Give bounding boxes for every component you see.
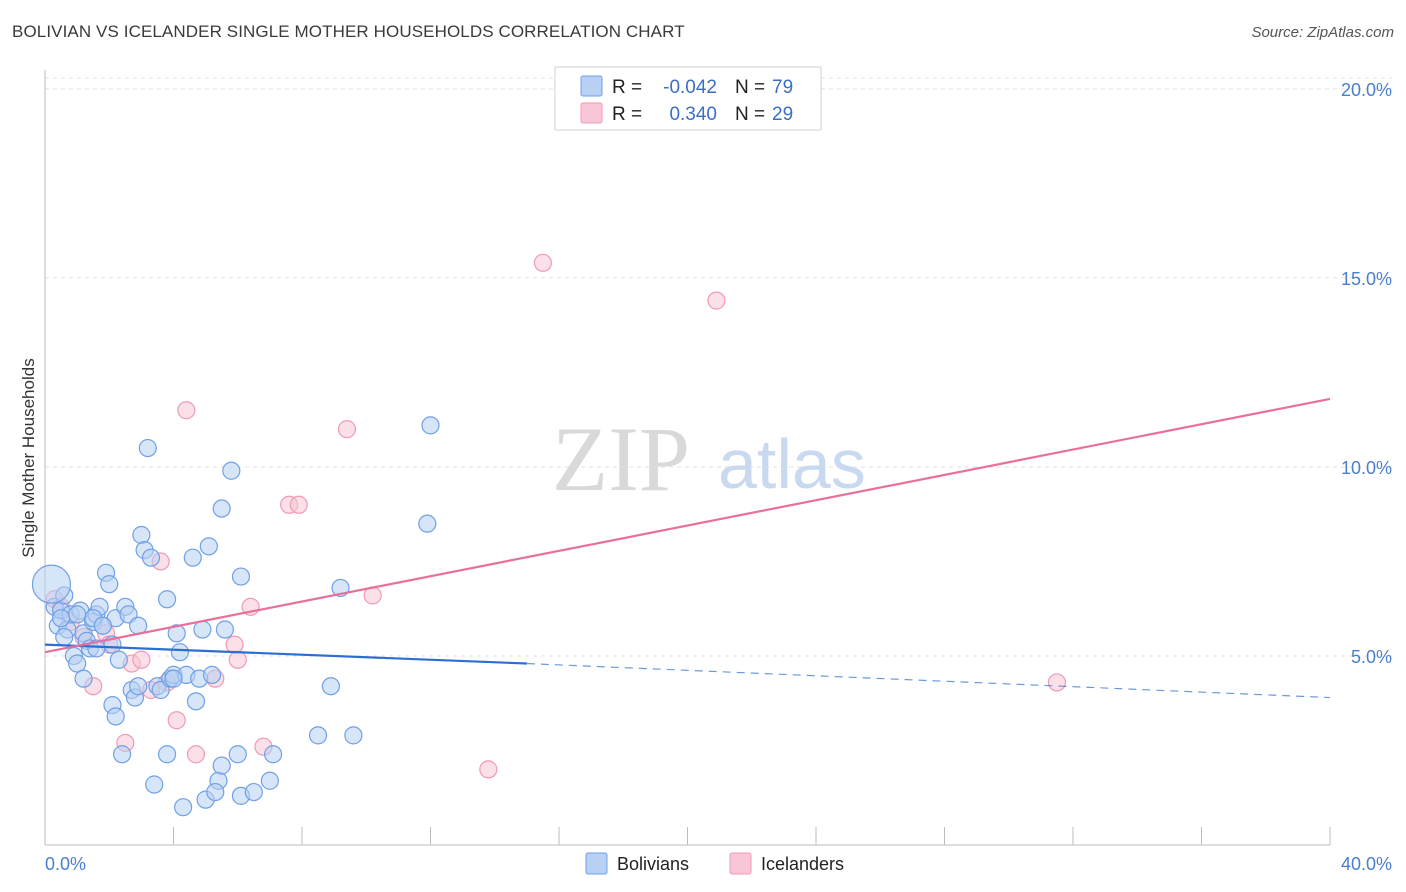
point-bolivians <box>321 677 341 696</box>
point-bolivians <box>100 575 119 594</box>
y-tick-labels: 5.0% 10.0% 15.0% 20.0% <box>1341 80 1392 667</box>
y-tick-label: 15.0% <box>1341 269 1392 289</box>
point-bolivians <box>344 726 363 745</box>
legend-r-value-icelanders: 0.340 <box>669 104 717 125</box>
point-bolivians <box>199 537 218 556</box>
point-bolivians <box>74 669 93 688</box>
bottom-legend-swatch-icelanders <box>729 852 752 875</box>
y-axis-title: Single Mother Households <box>19 358 38 557</box>
trend-line-bolivians <box>44 643 527 665</box>
point-icelanders <box>225 635 244 654</box>
point-bolivians <box>129 677 148 696</box>
point-icelanders <box>337 420 357 439</box>
point-bolivians <box>112 745 132 764</box>
stats-legend: R = -0.042 N = 79 R = 0.340 N = 29 <box>554 66 822 131</box>
bottom-legend-swatch-bolivians <box>585 852 608 875</box>
point-bolivians <box>87 639 106 658</box>
point-bolivians <box>212 756 231 775</box>
point-bolivians <box>106 707 125 726</box>
point-bolivians <box>263 745 283 764</box>
watermark-atlas: atlas <box>718 425 866 503</box>
y-tick-label: 5.0% <box>1351 647 1392 667</box>
point-bolivians <box>93 616 112 635</box>
trend-line-icelanders <box>44 397 1331 654</box>
legend-n-value-bolivians: 79 <box>772 77 793 98</box>
point-bolivians <box>206 782 225 802</box>
point-bolivians <box>167 624 186 643</box>
point-bolivians <box>222 461 241 480</box>
legend-n-label-bolivians: N = <box>735 77 765 98</box>
series-bolivians <box>31 416 440 817</box>
bottom-legend-label-bolivians: Bolivians <box>617 854 689 874</box>
point-bolivians <box>228 745 247 764</box>
point-bolivians <box>202 665 222 684</box>
point-bolivians <box>51 609 71 628</box>
point-bolivians <box>244 782 263 802</box>
point-bolivians <box>421 416 440 435</box>
point-icelanders <box>707 291 726 310</box>
point-bolivians <box>215 620 234 639</box>
point-icelanders <box>186 745 206 764</box>
point-bolivians <box>145 775 164 794</box>
point-bolivians <box>138 438 157 458</box>
legend-swatch-icelanders <box>580 102 603 124</box>
legend-swatch-bolivians <box>580 75 603 97</box>
x-tick-label-min: 0.0% <box>45 854 86 874</box>
point-bolivians <box>260 771 279 790</box>
legend-n-value-icelanders: 29 <box>772 104 793 125</box>
y-tick-label: 10.0% <box>1341 458 1392 478</box>
point-bolivians <box>231 567 251 586</box>
bottom-legend-label-icelanders: Icelanders <box>761 854 844 874</box>
legend-r-label-icelanders: R = <box>612 104 642 125</box>
point-bolivians <box>68 605 87 624</box>
trend-lines <box>44 397 1331 699</box>
point-bolivians <box>157 745 177 764</box>
point-bolivians <box>418 514 437 533</box>
legend-n-label-icelanders: N = <box>735 104 765 125</box>
point-bolivians <box>183 548 202 567</box>
point-icelanders <box>533 253 553 272</box>
point-icelanders <box>177 401 196 420</box>
point-icelanders <box>228 650 247 669</box>
point-bolivians <box>174 798 193 817</box>
legend-r-value-bolivians: -0.042 <box>663 77 717 98</box>
watermark-zip: ZIP <box>552 408 690 510</box>
x-axis-ticks <box>44 827 1331 845</box>
point-icelanders <box>289 495 308 514</box>
point-bolivians <box>193 620 212 639</box>
point-icelanders <box>1047 673 1067 692</box>
y-tick-label: 20.0% <box>1341 80 1392 100</box>
gridlines <box>45 77 1392 657</box>
point-bolivians <box>68 654 87 673</box>
legend-r-label-bolivians: R = <box>612 77 642 98</box>
chart-title: BOLIVIAN VS ICELANDER SINGLE MOTHER HOUS… <box>12 22 685 41</box>
point-bolivians <box>212 499 231 518</box>
point-icelanders <box>479 760 498 779</box>
point-bolivians <box>132 525 151 545</box>
point-bolivians <box>164 669 183 688</box>
point-bolivians <box>31 564 72 604</box>
point-bolivians <box>157 590 177 609</box>
point-bolivians <box>308 726 328 745</box>
point-bolivians <box>186 692 206 711</box>
point-bolivians <box>170 643 190 662</box>
trend-line-bolivians-extrapolated <box>526 662 1331 699</box>
series-legend: Bolivians Icelanders <box>585 852 844 875</box>
point-bolivians <box>109 650 128 669</box>
point-icelanders <box>167 711 186 730</box>
x-tick-label-max: 40.0% <box>1341 854 1392 874</box>
point-icelanders <box>132 650 151 669</box>
point-bolivians <box>141 548 161 567</box>
source-label: Source: ZipAtlas.com <box>1251 24 1394 41</box>
point-bolivians <box>55 627 74 647</box>
